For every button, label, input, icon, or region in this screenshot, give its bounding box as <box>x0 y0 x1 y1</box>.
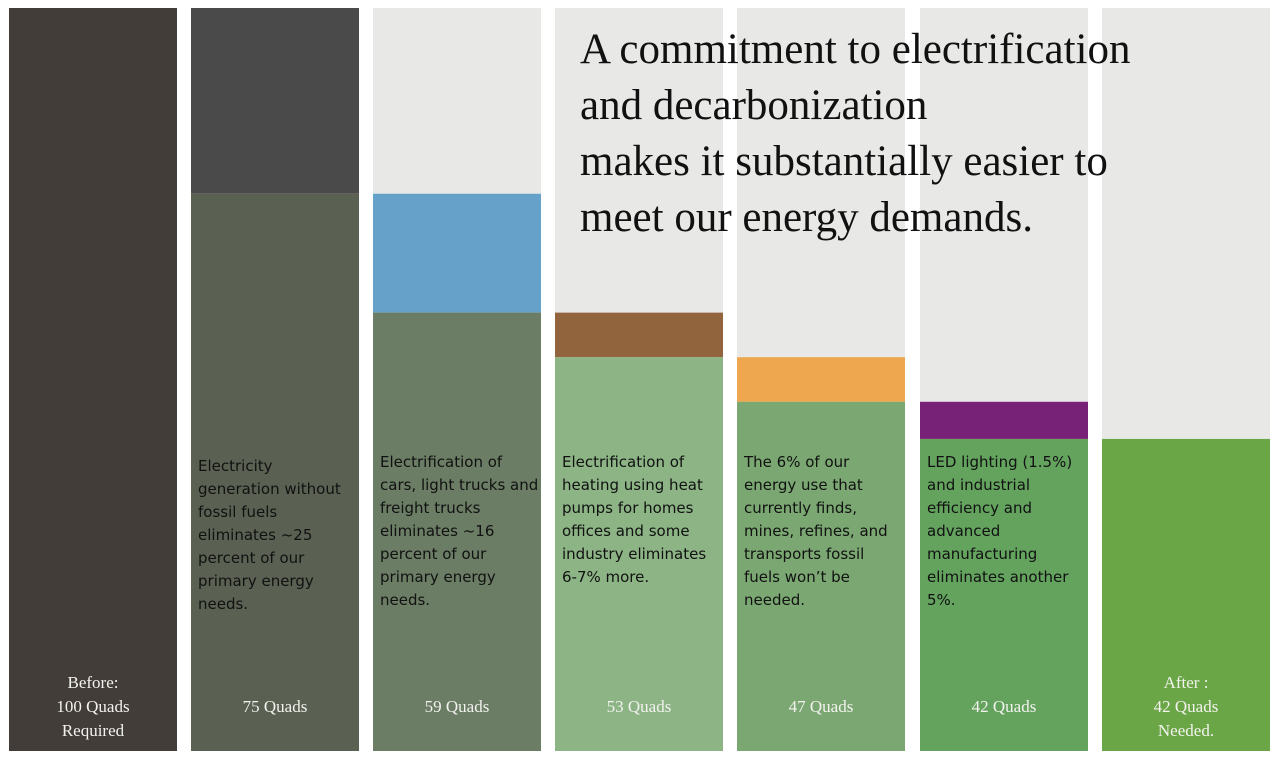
eliminated-segment-4 <box>555 312 723 358</box>
eliminated-segment-6 <box>920 401 1088 439</box>
bar-6 <box>920 438 1088 751</box>
bar-description-3: Electrification of cars, light trucks an… <box>380 453 539 609</box>
bar-value-label-1: Before: 100 Quads Required <box>56 673 130 740</box>
bar-description-2: Electricity generation without fossil fu… <box>198 457 341 613</box>
bar-value-label-2: 75 Quads <box>242 697 308 716</box>
bar-value-label-7: After : 42 Quads Needed. <box>1153 673 1219 740</box>
bar-value-label-4: 53 Quads <box>606 697 672 716</box>
bar-5 <box>737 401 905 751</box>
bar-1 <box>9 8 177 751</box>
bar-3 <box>373 312 541 751</box>
bar-4 <box>555 357 723 751</box>
eliminated-segment-3 <box>373 193 541 313</box>
eliminated-segment-2 <box>191 8 359 194</box>
bar-value-label-3: 59 Quads <box>424 697 490 716</box>
bar-7 <box>1102 438 1270 751</box>
eliminated-segment-5 <box>737 357 905 402</box>
bar-description-5: The 6% of our energy use that currently … <box>744 453 888 609</box>
bar-value-label-5: 47 Quads <box>788 697 854 716</box>
bar-description-6: LED lighting (1.5%) and industrial effic… <box>927 453 1073 609</box>
bar-2 <box>191 193 359 751</box>
bar-description-4: Electrification of heating using heat pu… <box>562 453 707 586</box>
bar-value-label-6: 42 Quads <box>971 697 1037 716</box>
